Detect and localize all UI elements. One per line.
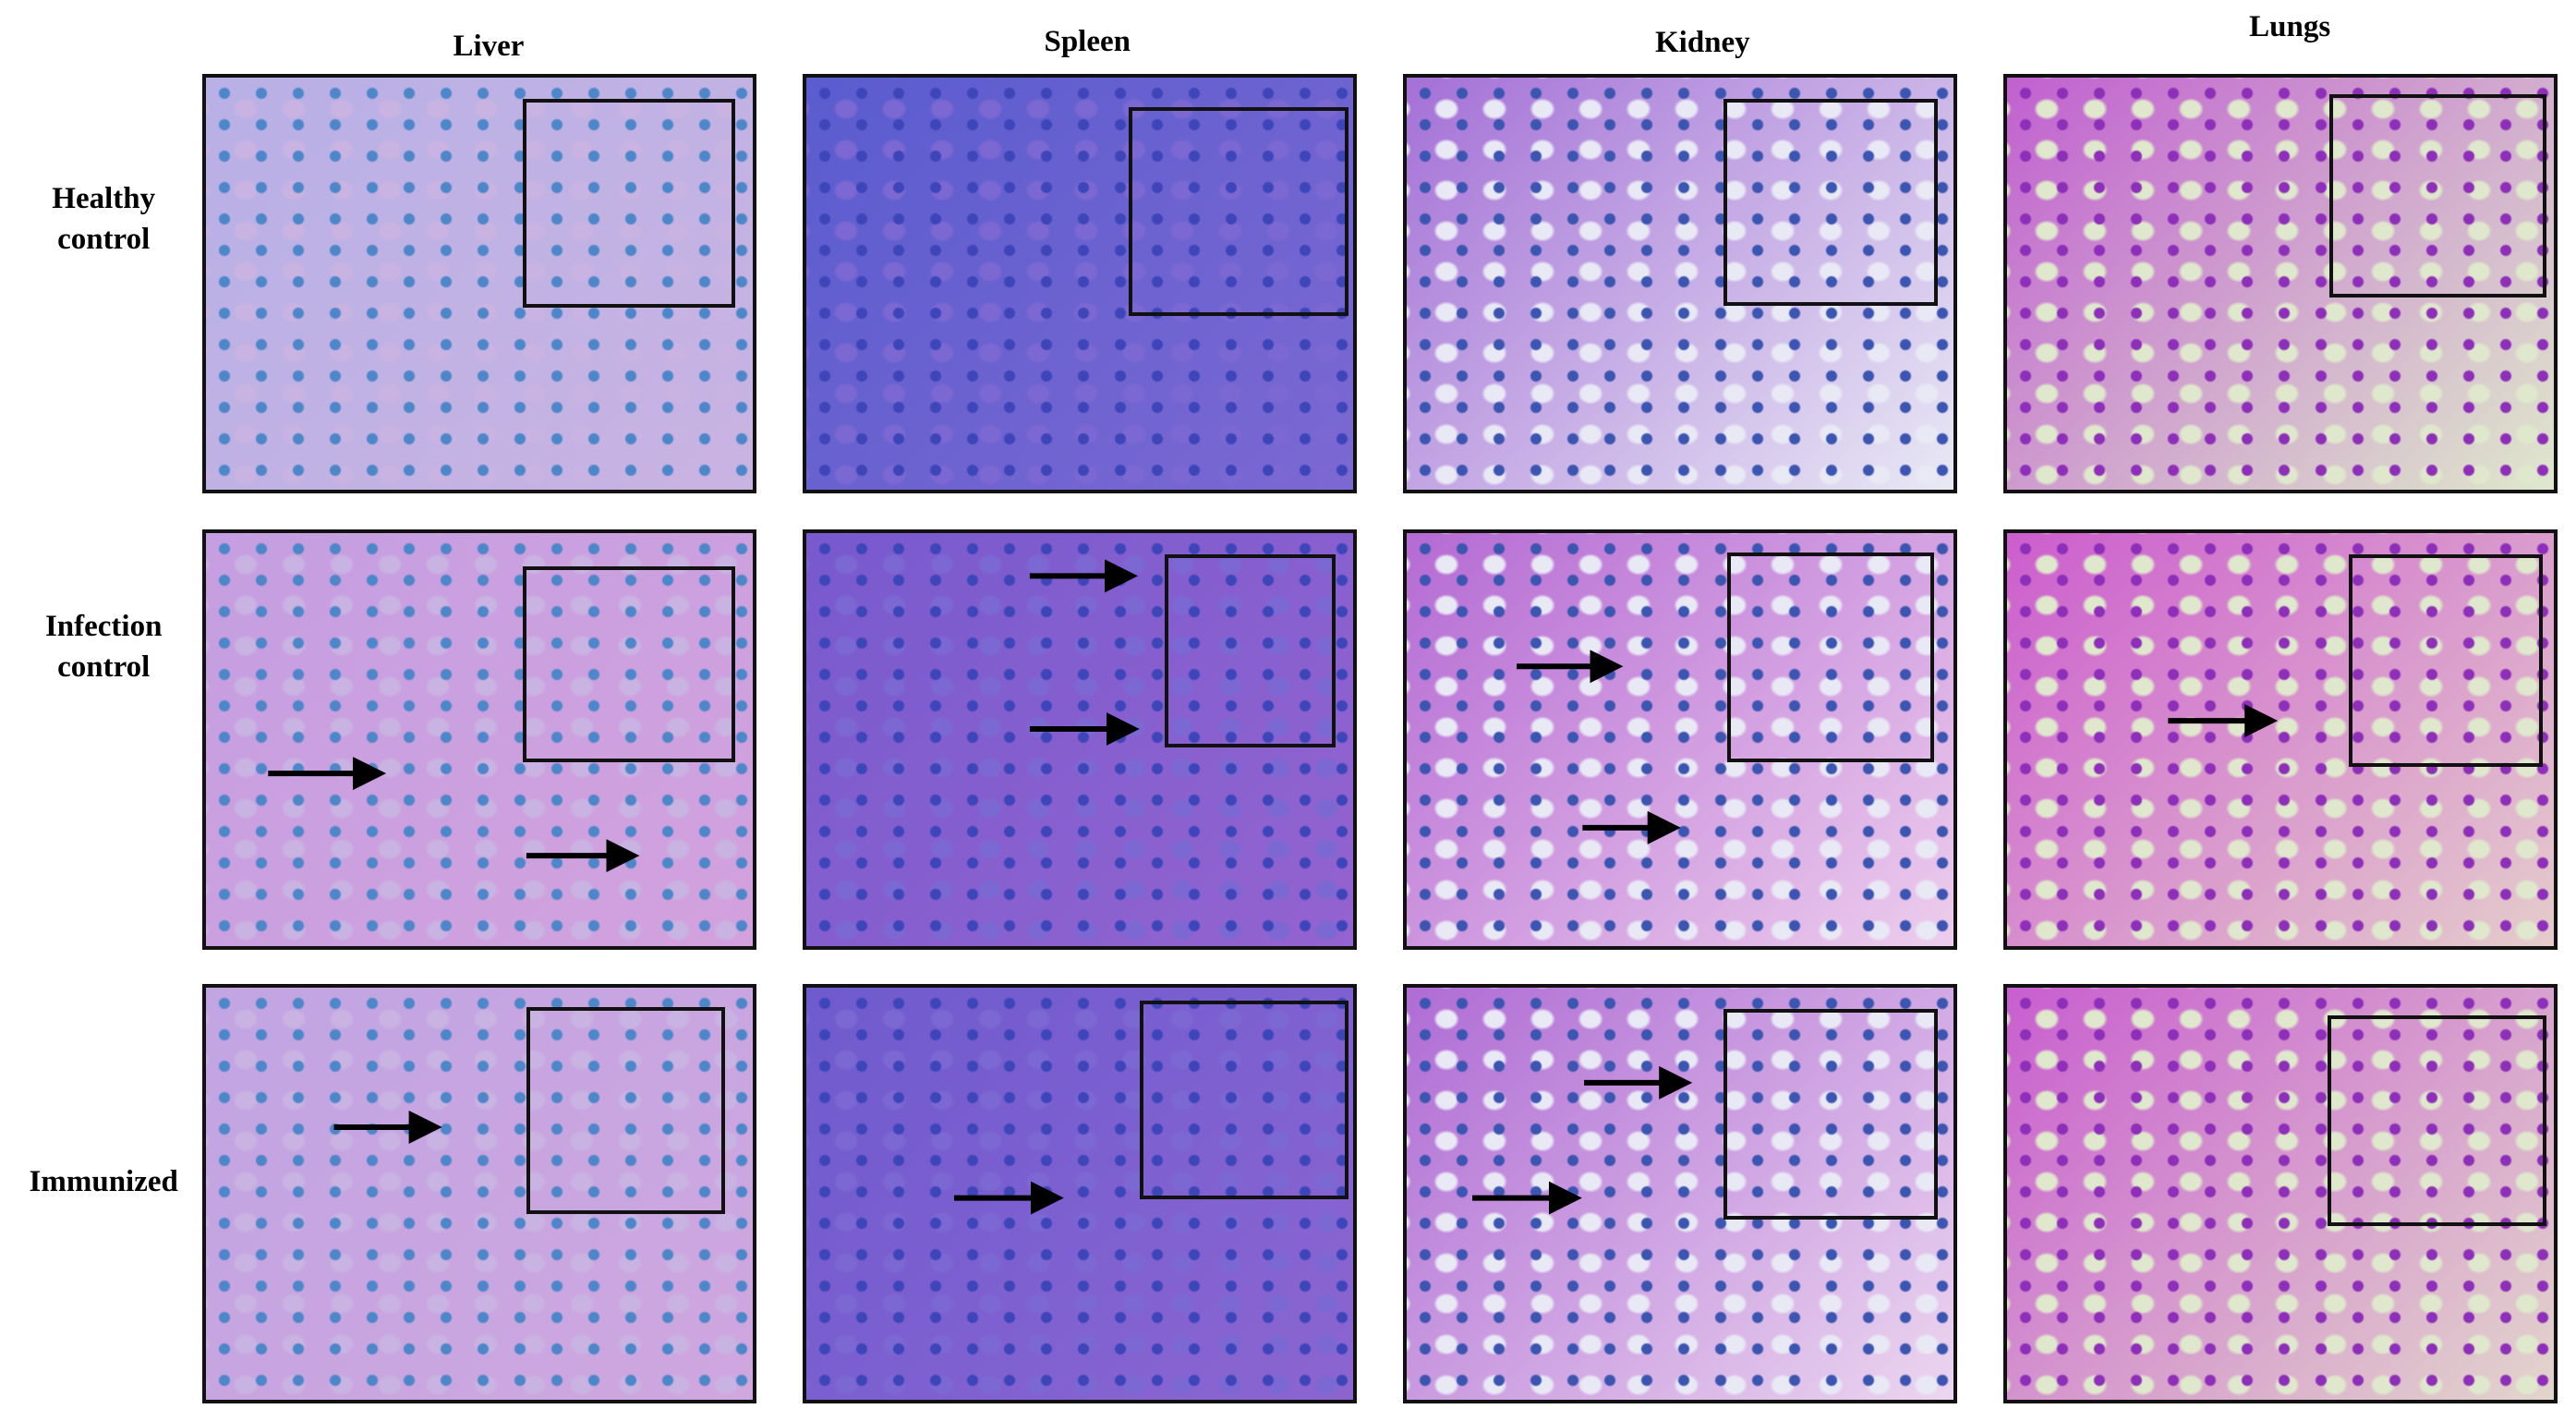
micrograph-panel xyxy=(2003,529,2558,950)
inset-box xyxy=(1723,98,1938,307)
inset-box xyxy=(1723,1008,1938,1220)
micrograph-panel xyxy=(1403,984,1958,1404)
inset-box xyxy=(526,1006,726,1215)
row-label-line: Healthy xyxy=(52,181,156,215)
row-label-line: control xyxy=(57,222,151,256)
inset-box xyxy=(2328,1014,2546,1226)
column-header: Liver xyxy=(453,30,525,64)
micrograph-panel xyxy=(2003,74,2558,494)
micrograph-panel xyxy=(803,529,1358,950)
micrograph-panel xyxy=(803,984,1358,1404)
column-header: Kidney xyxy=(1654,26,1750,60)
inset-box xyxy=(1128,106,1349,316)
micrograph-panel xyxy=(1403,529,1958,950)
column-header: Spleen xyxy=(1044,24,1131,58)
inset-box xyxy=(523,565,736,762)
row-label: Immunized xyxy=(30,1161,178,1202)
column-header: Lungs xyxy=(2249,9,2331,43)
micrograph-panel xyxy=(202,74,757,494)
row-label-line: Immunized xyxy=(29,1164,178,1198)
inset-box xyxy=(1164,554,1336,747)
micrograph-panel xyxy=(2003,984,2558,1404)
inset-box xyxy=(1727,553,1935,762)
inset-box xyxy=(2349,554,2544,767)
inset-box xyxy=(1140,1000,1349,1200)
inset-box xyxy=(2328,93,2546,298)
row-label: Infection control xyxy=(45,606,163,687)
micrograph-panel xyxy=(202,529,757,950)
micrograph-panel xyxy=(1403,74,1958,494)
row-label-line: Infection xyxy=(44,609,163,643)
row-label-line: control xyxy=(57,650,151,684)
inset-box xyxy=(523,98,736,309)
micrograph-panel xyxy=(202,984,757,1404)
micrograph-panel xyxy=(803,74,1358,494)
row-label: Healthy control xyxy=(52,178,155,260)
